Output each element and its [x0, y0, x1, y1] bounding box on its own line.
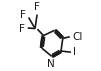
Text: N: N	[47, 59, 55, 69]
Text: F: F	[20, 10, 26, 20]
Text: I: I	[73, 47, 76, 57]
Text: F: F	[19, 24, 25, 34]
Text: F: F	[34, 2, 39, 12]
Text: Cl: Cl	[73, 32, 83, 42]
